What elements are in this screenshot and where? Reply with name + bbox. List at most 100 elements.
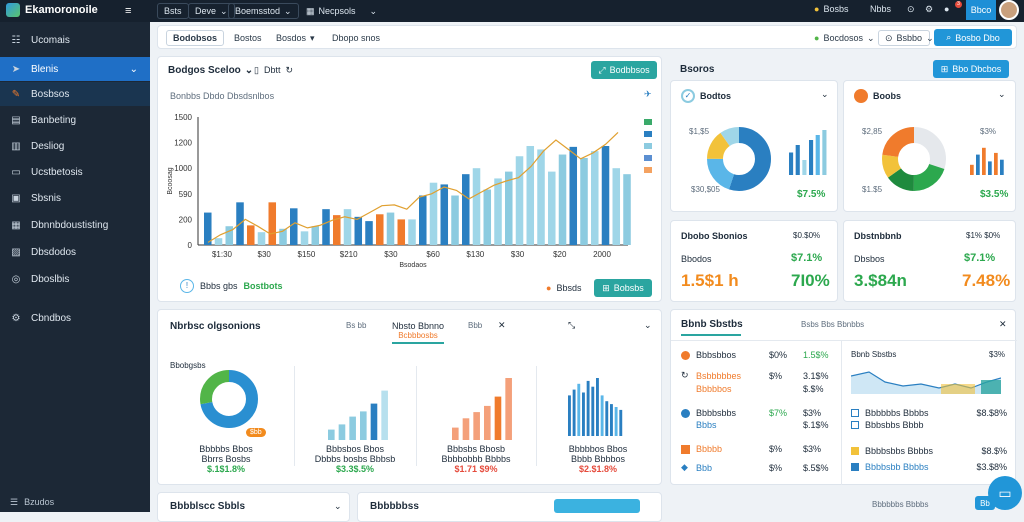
right-row-0[interactable]: Bbbbbbs Bbbbs $8.$8% [851,408,1007,418]
list-row-a: $% [769,370,783,381]
right-panel-button[interactable]: ⊞ Bbo Dbcbos [933,60,1009,78]
filter-label: Bsbbo [896,33,923,43]
chevron-down-icon[interactable]: ⌄ [998,89,1006,99]
toolbar-tab-0[interactable]: Bodobsos [166,30,224,46]
top-tab-1[interactable]: Bsts [157,3,189,19]
segment-bars-3 [568,378,623,436]
primary-button[interactable]: ⌕ Bosbo Dbo [934,29,1012,46]
top-item-2[interactable]: Nbbs [870,4,891,14]
sidebar-item-0[interactable]: ☷ Ucomais [0,28,150,52]
sidebar-item-3[interactable]: ▤ Banbeting [0,108,150,132]
chat-fab-icon[interactable]: ▭ [988,476,1022,510]
segments-title: Nbrbsc olgsonions [170,321,261,332]
avatar[interactable] [999,0,1019,20]
right-row-3[interactable]: Bbbbsbb Bbbbs $3.$8% [851,462,1007,472]
sidebar-item-10[interactable]: ⚙ Cbndbos [0,306,150,330]
list-row-6[interactable]: ◆ Bbb $% $.5$% [681,462,831,473]
list-row-2[interactable]: Bbbbbos $.$% [681,384,831,394]
stat-big-right: 7.48% [962,271,1011,290]
mini-bar [970,164,974,175]
chart-action-button[interactable]: ⤢ Bodbbsos [591,61,657,79]
mini-bars-1 [789,130,827,175]
chevron-down-icon[interactable]: ⌄ [334,501,342,511]
file-icon: ▦ [11,219,21,231]
sidebar-item-4[interactable]: ▥ Desliog [0,134,150,158]
top-tab-label: Necpsols [318,6,356,16]
filter-dropdown[interactable]: ⊙ Bsbbo ⌄ [878,30,934,46]
chart-card-tab[interactable]: ▯ Dbtt ↻ [254,65,293,76]
sidebar-item-8[interactable]: ▨ Dbsdodos [0,240,150,264]
grid-icon: ☷ [11,34,21,46]
status-filter[interactable]: ● Bocdosos ⌄ [808,30,881,46]
bottom-card-1: Bbbblscc Sbbls ⌄ [157,492,350,522]
top-tab-4[interactable]: ▦ Necpsols ⌄ [300,3,383,19]
refresh-icon: ↻ [681,370,689,380]
document-icon: ▤ [11,114,21,126]
segments-tab-2[interactable]: Nbsto Bbnno Bcbbbosbs [392,321,445,344]
bottom-tab-button[interactable] [554,499,640,513]
donut-slice [200,370,258,428]
chevron-down-icon[interactable]: ⌄ [821,89,829,99]
segment-card-sub: Bbbbobbb Bbbbs [441,454,511,464]
bell-icon: ● [814,4,820,14]
top-tab-3[interactable]: Boemsstod ⌄ [228,3,299,19]
notification-icon[interactable]: ● [944,4,950,14]
close-icon[interactable]: ✕ [498,320,506,330]
top-item-1[interactable]: ● Bosbs [814,4,848,14]
list-row-3[interactable]: Bbbbsbbs $7% $3% [681,408,831,418]
segments-tab-3[interactable]: Bbb [468,321,483,330]
sidebar-item-label: Ucstbetosis [31,166,83,178]
bar [311,226,320,245]
right-row-1[interactable]: Bbbsbbs Bbbb [851,420,1007,430]
pin-icon[interactable]: ✈ [644,89,652,99]
bar [591,151,599,245]
toolbar-tab-3[interactable]: Dbopo snos [326,30,386,46]
list-panel: Bbnb Sbstbs Bsbs Bbs Bbnbbs ✕ Bbbsbbos $0… [670,309,1017,485]
list-row-label: Bbbbsbbs [696,408,737,418]
sidebar-item-5[interactable]: ▭ Ucstbetosis [0,160,150,184]
legend-swatch [644,155,652,161]
y-tick-label: 1000 [174,164,192,173]
notification-count: 3 [955,1,962,8]
chevron-down-icon[interactable]: ⌄ [644,320,652,330]
mini-bar [976,154,980,175]
list-row-4[interactable]: Bbbs $.1$% [681,420,831,430]
list-row-b: 1.5$% [803,350,829,360]
chart-footer-button[interactable]: ⊞ Bobsbs [594,279,652,297]
sidebar-item-6[interactable]: ▣ Sbsnis [0,186,150,210]
top-action-button[interactable]: Bbco [966,0,996,20]
sidebar-footer[interactable]: ☰ Bzudos [10,497,54,508]
sidebar-item-label: Dboslbis [31,273,70,285]
toolbar-tab-1[interactable]: Bostos [228,30,268,46]
divider [841,341,842,485]
status-label: Bocdosos [823,33,863,43]
top-tab-2[interactable]: Deve ⌄ [188,3,235,19]
sidebar-item-7[interactable]: ▦ Dbnnbdoustisting [0,213,150,237]
list-row-a: $% [769,444,783,454]
list-row-0[interactable]: Bbbsbbos $0% 1.5$% [681,350,831,360]
segments-tab-1[interactable]: Bs bb [346,321,367,330]
right-panel-title: Bsoros [680,64,715,75]
list-row-label: Bbbbbos [696,384,732,394]
y-tick-label: 0 [188,241,193,250]
menu-icon: ☰ [10,497,19,507]
list-row-5[interactable]: Bbbbb $% $3% [681,444,831,454]
list-row-1[interactable]: ↻ Bsbbbbbes $% 3.1$% [681,370,831,381]
toolbar-tab-2[interactable]: Bosdos ▾ [270,30,321,46]
settings-icon[interactable]: ⚙ [925,4,934,14]
sidebar-item-1[interactable]: ➤ Blenis ⌄ [0,57,150,81]
sidebar-item-9[interactable]: ◎ Dboslbis [0,267,150,291]
right-row-value: $8.$% [981,446,1007,456]
segment-card-sub: Dbbbs bosbs Bbbsb [314,454,396,464]
expand-icon[interactable]: ⤡ [568,320,576,330]
app-logo[interactable]: Ekamoronoile [6,3,98,17]
close-icon[interactable]: ✕ [999,319,1007,329]
toolbar-tab-label: Bosdos [276,33,307,43]
hamburger-icon[interactable]: ≡ [125,5,132,17]
sidebar-item-2[interactable]: ✎ Bosbsos [0,82,150,106]
chevron-down-icon: ▾ [310,32,315,43]
right-row-2[interactable]: Bbbbsbbs Bbbbs $8.$% [851,446,1007,456]
mini-bar [605,401,609,436]
bar [343,209,352,245]
help-icon[interactable]: ⊙ [907,4,915,14]
